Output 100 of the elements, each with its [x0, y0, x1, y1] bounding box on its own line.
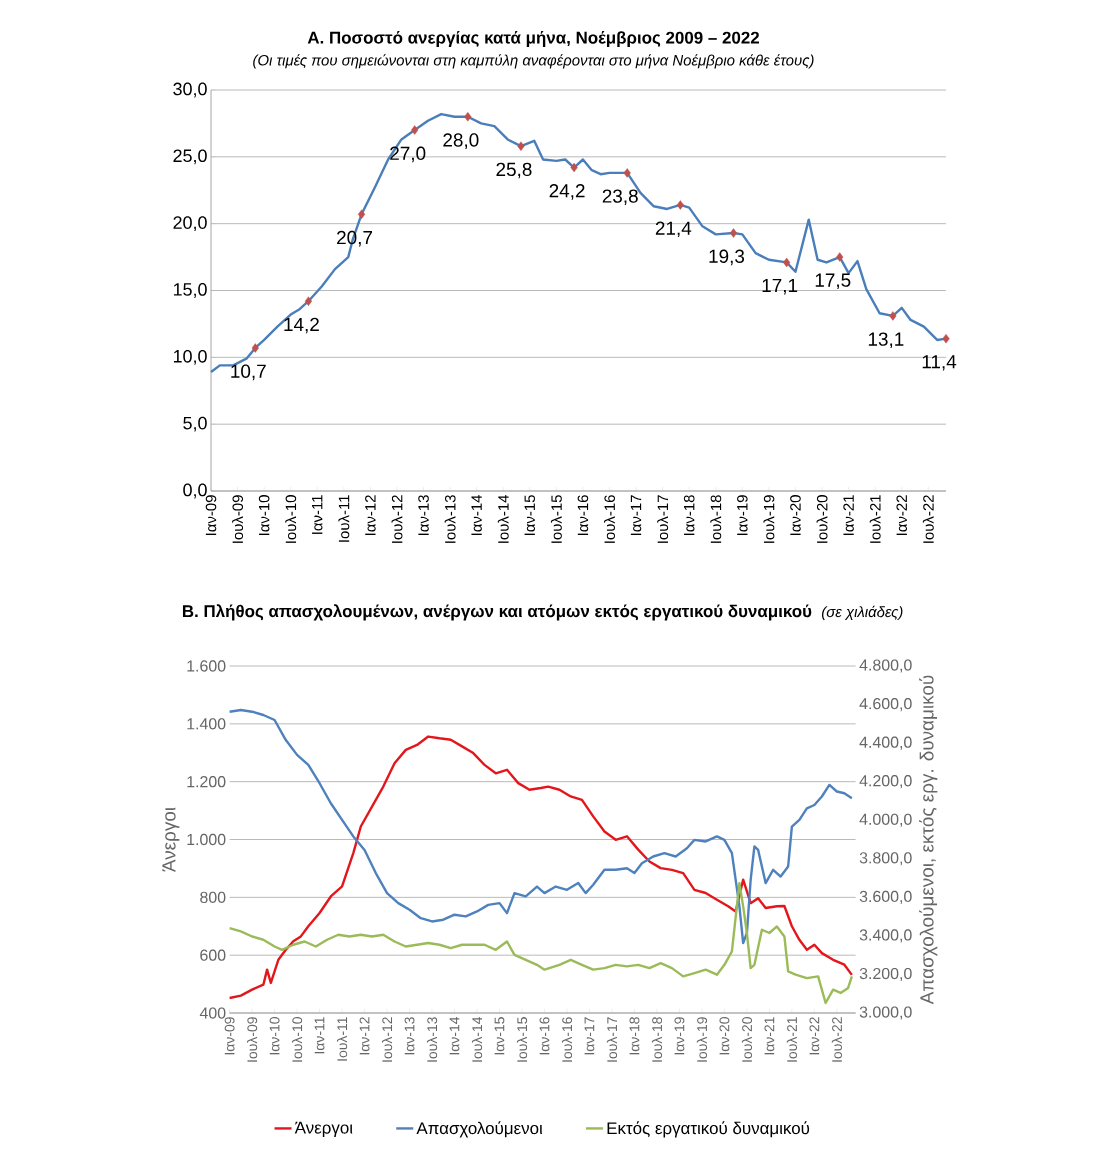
x-tick-label: Ιουλ-14 — [497, 494, 509, 543]
point — [357, 209, 366, 220]
x-tick-label: Ιουλ-12 — [391, 495, 403, 543]
x-tick-label: Ιαν-18 — [629, 1017, 640, 1055]
x-tick-label: Ιουλ-11 — [336, 1017, 348, 1061]
y2-axis-title: Απασχολούμενοι, εκτός εργ. δυναμικού — [919, 675, 938, 1005]
x-tick-label: Ιουλ-13 — [444, 495, 456, 543]
x-tick-label: Ιαν-19 — [674, 1017, 685, 1055]
x-tick-label: Ιαν-21 — [764, 1017, 775, 1055]
y-tick-label: 1.600 — [187, 660, 226, 672]
point — [889, 311, 897, 321]
data-label: 14,2 — [284, 317, 319, 334]
y2-tick-label: 3.600,0 — [859, 890, 912, 904]
x-tick-label: Ιαν-11 — [314, 1017, 325, 1054]
x-tick-label: Ιουλ-20 — [816, 495, 828, 543]
point — [942, 333, 950, 344]
point — [729, 228, 738, 238]
x-tick-label: Ιουλ-11 — [338, 495, 350, 542]
y2-tick-label: 4.000,0 — [859, 813, 912, 827]
data-label: 25,8 — [496, 162, 532, 179]
x-tick-label: Ιουλ-17 — [657, 495, 669, 543]
line-series — [228, 708, 854, 945]
x-tick-label: Ιουλ-20 — [741, 1017, 753, 1062]
y2-tick-label: 4.400,0 — [859, 736, 912, 750]
x-tick-label: Ιουλ-19 — [763, 495, 775, 543]
x-tick-label: Ιουλ-10 — [285, 495, 297, 543]
y-tick-label: 30,0 — [173, 82, 207, 98]
x-tick-label: Ιαν-22 — [896, 495, 908, 536]
x-tick-label: Ιαν-13 — [418, 495, 429, 536]
x-tick-label: Ιαν-16 — [539, 1017, 550, 1055]
x-tick-label: Ιουλ-21 — [869, 495, 881, 543]
x-tick-label: Ιαν-17 — [584, 1017, 595, 1055]
x-tick-label: Ιαν-20 — [719, 1017, 730, 1055]
x-tick-label: Ιαν-09 — [205, 495, 217, 536]
x-tick-label: Ιαν-17 — [630, 495, 642, 536]
x-tick-label: Ιουλ-16 — [561, 1017, 573, 1062]
chart-subtitle: (σε χιλιάδες) — [821, 605, 903, 621]
y2-tick-label: 3.200,0 — [859, 967, 912, 982]
y2-tick-label: 3.000,0 — [859, 1006, 912, 1020]
data-label: 24,2 — [549, 184, 585, 200]
point — [570, 162, 578, 173]
x-tick-label: Ιουλ-21 — [786, 1017, 798, 1062]
x-tick-label: Ιουλ-18 — [651, 1017, 663, 1062]
x-tick-label: Ιαν-14 — [449, 1016, 460, 1055]
x-tick-label: Ιαν-09 — [224, 1017, 235, 1055]
y-tick-label: 15,0 — [173, 283, 207, 298]
x-tick-label: Ιαν-15 — [524, 495, 536, 536]
chart-subtitle: (Οι τιμές που σημειώνονται στη καμπύλη αναφέρονται στο μήνα Νοέμβριο κάθε έτους) — [253, 54, 814, 69]
x-tick-label: Ιουλ-09 — [246, 1017, 258, 1062]
x-tick-label: Ιαν-12 — [365, 495, 376, 536]
x-tick-label: Ιουλ-22 — [922, 495, 934, 543]
y2-tick-label: 3.400,0 — [859, 929, 912, 943]
point — [251, 343, 259, 353]
y-tick-label: 1.000 — [187, 833, 226, 846]
x-tick-label: Ιουλ-17 — [606, 1017, 618, 1062]
x-tick-label: Ιουλ-18 — [710, 495, 722, 543]
y-tick-label: 400 — [199, 1007, 226, 1019]
x-tick-label: Ιουλ-16 — [604, 495, 615, 543]
data-label: 17,5 — [815, 273, 851, 290]
point — [836, 252, 844, 262]
x-tick-label: Ιαν-14 — [471, 494, 482, 536]
x-tick-label: Ιαν-20 — [790, 495, 801, 536]
data-label: 28,0 — [443, 133, 479, 149]
point — [304, 296, 312, 306]
x-tick-label: Ιουλ-12 — [381, 1017, 393, 1062]
x-tick-label: Ιαν-16 — [577, 495, 589, 536]
x-tick-label: Ιουλ-15 — [516, 1017, 528, 1062]
point — [783, 257, 791, 268]
legend-label: Εκτός εργατικού δυναμικού — [607, 1121, 810, 1138]
x-tick-label: Ιαν-10 — [269, 1017, 280, 1055]
y2-tick-label: 4.200,0 — [859, 775, 912, 789]
x-tick-label: Ιαν-15 — [494, 1017, 505, 1055]
y-tick-label: 1.400 — [187, 718, 226, 730]
y2-tick-label: 3.800,0 — [859, 852, 912, 866]
y-tick-label: 10,0 — [173, 349, 207, 365]
point — [676, 200, 684, 210]
point — [517, 141, 525, 151]
x-tick-label: Ιουλ-14 — [471, 1016, 483, 1062]
point — [411, 125, 419, 135]
x-tick-label: Ιαν-11 — [312, 495, 323, 534]
y-tick-label: 1.200 — [187, 776, 226, 788]
y2-tick-label: 4.600,0 — [859, 697, 912, 712]
x-tick-label: Ιουλ-13 — [426, 1017, 438, 1062]
data-label: 11,4 — [922, 355, 957, 371]
y-tick-label: 0,0 — [183, 483, 207, 499]
y2-tick-label: 4.800,0 — [859, 659, 912, 673]
x-tick-label: Ιουλ-15 — [550, 495, 562, 543]
x-tick-label: Ιαν-12 — [359, 1017, 370, 1055]
legend-label: Απασχολούμενοι — [416, 1121, 543, 1138]
chart-title: Β. Πλήθος απασχολουμένων, ανέργων και ατόμων εκτός εργατικού δυναμικού — [182, 604, 812, 621]
chart-title: Α. Ποσοστό ανεργίας κατά μήνα, Νοέμβριος 2009 – 2022 — [307, 31, 759, 47]
x-tick-label: Ιουλ-19 — [696, 1017, 708, 1062]
y-tick-label: 5,0 — [183, 416, 207, 432]
data-label: 19,3 — [709, 249, 745, 266]
y-tick-label: 20,0 — [173, 216, 207, 232]
y-tick-label: 25,0 — [173, 149, 207, 165]
data-label: 17,1 — [762, 278, 798, 295]
y-tick-label: 600 — [200, 949, 226, 961]
y-tick-label: 800 — [200, 891, 226, 903]
data-label: 21,4 — [655, 221, 692, 238]
